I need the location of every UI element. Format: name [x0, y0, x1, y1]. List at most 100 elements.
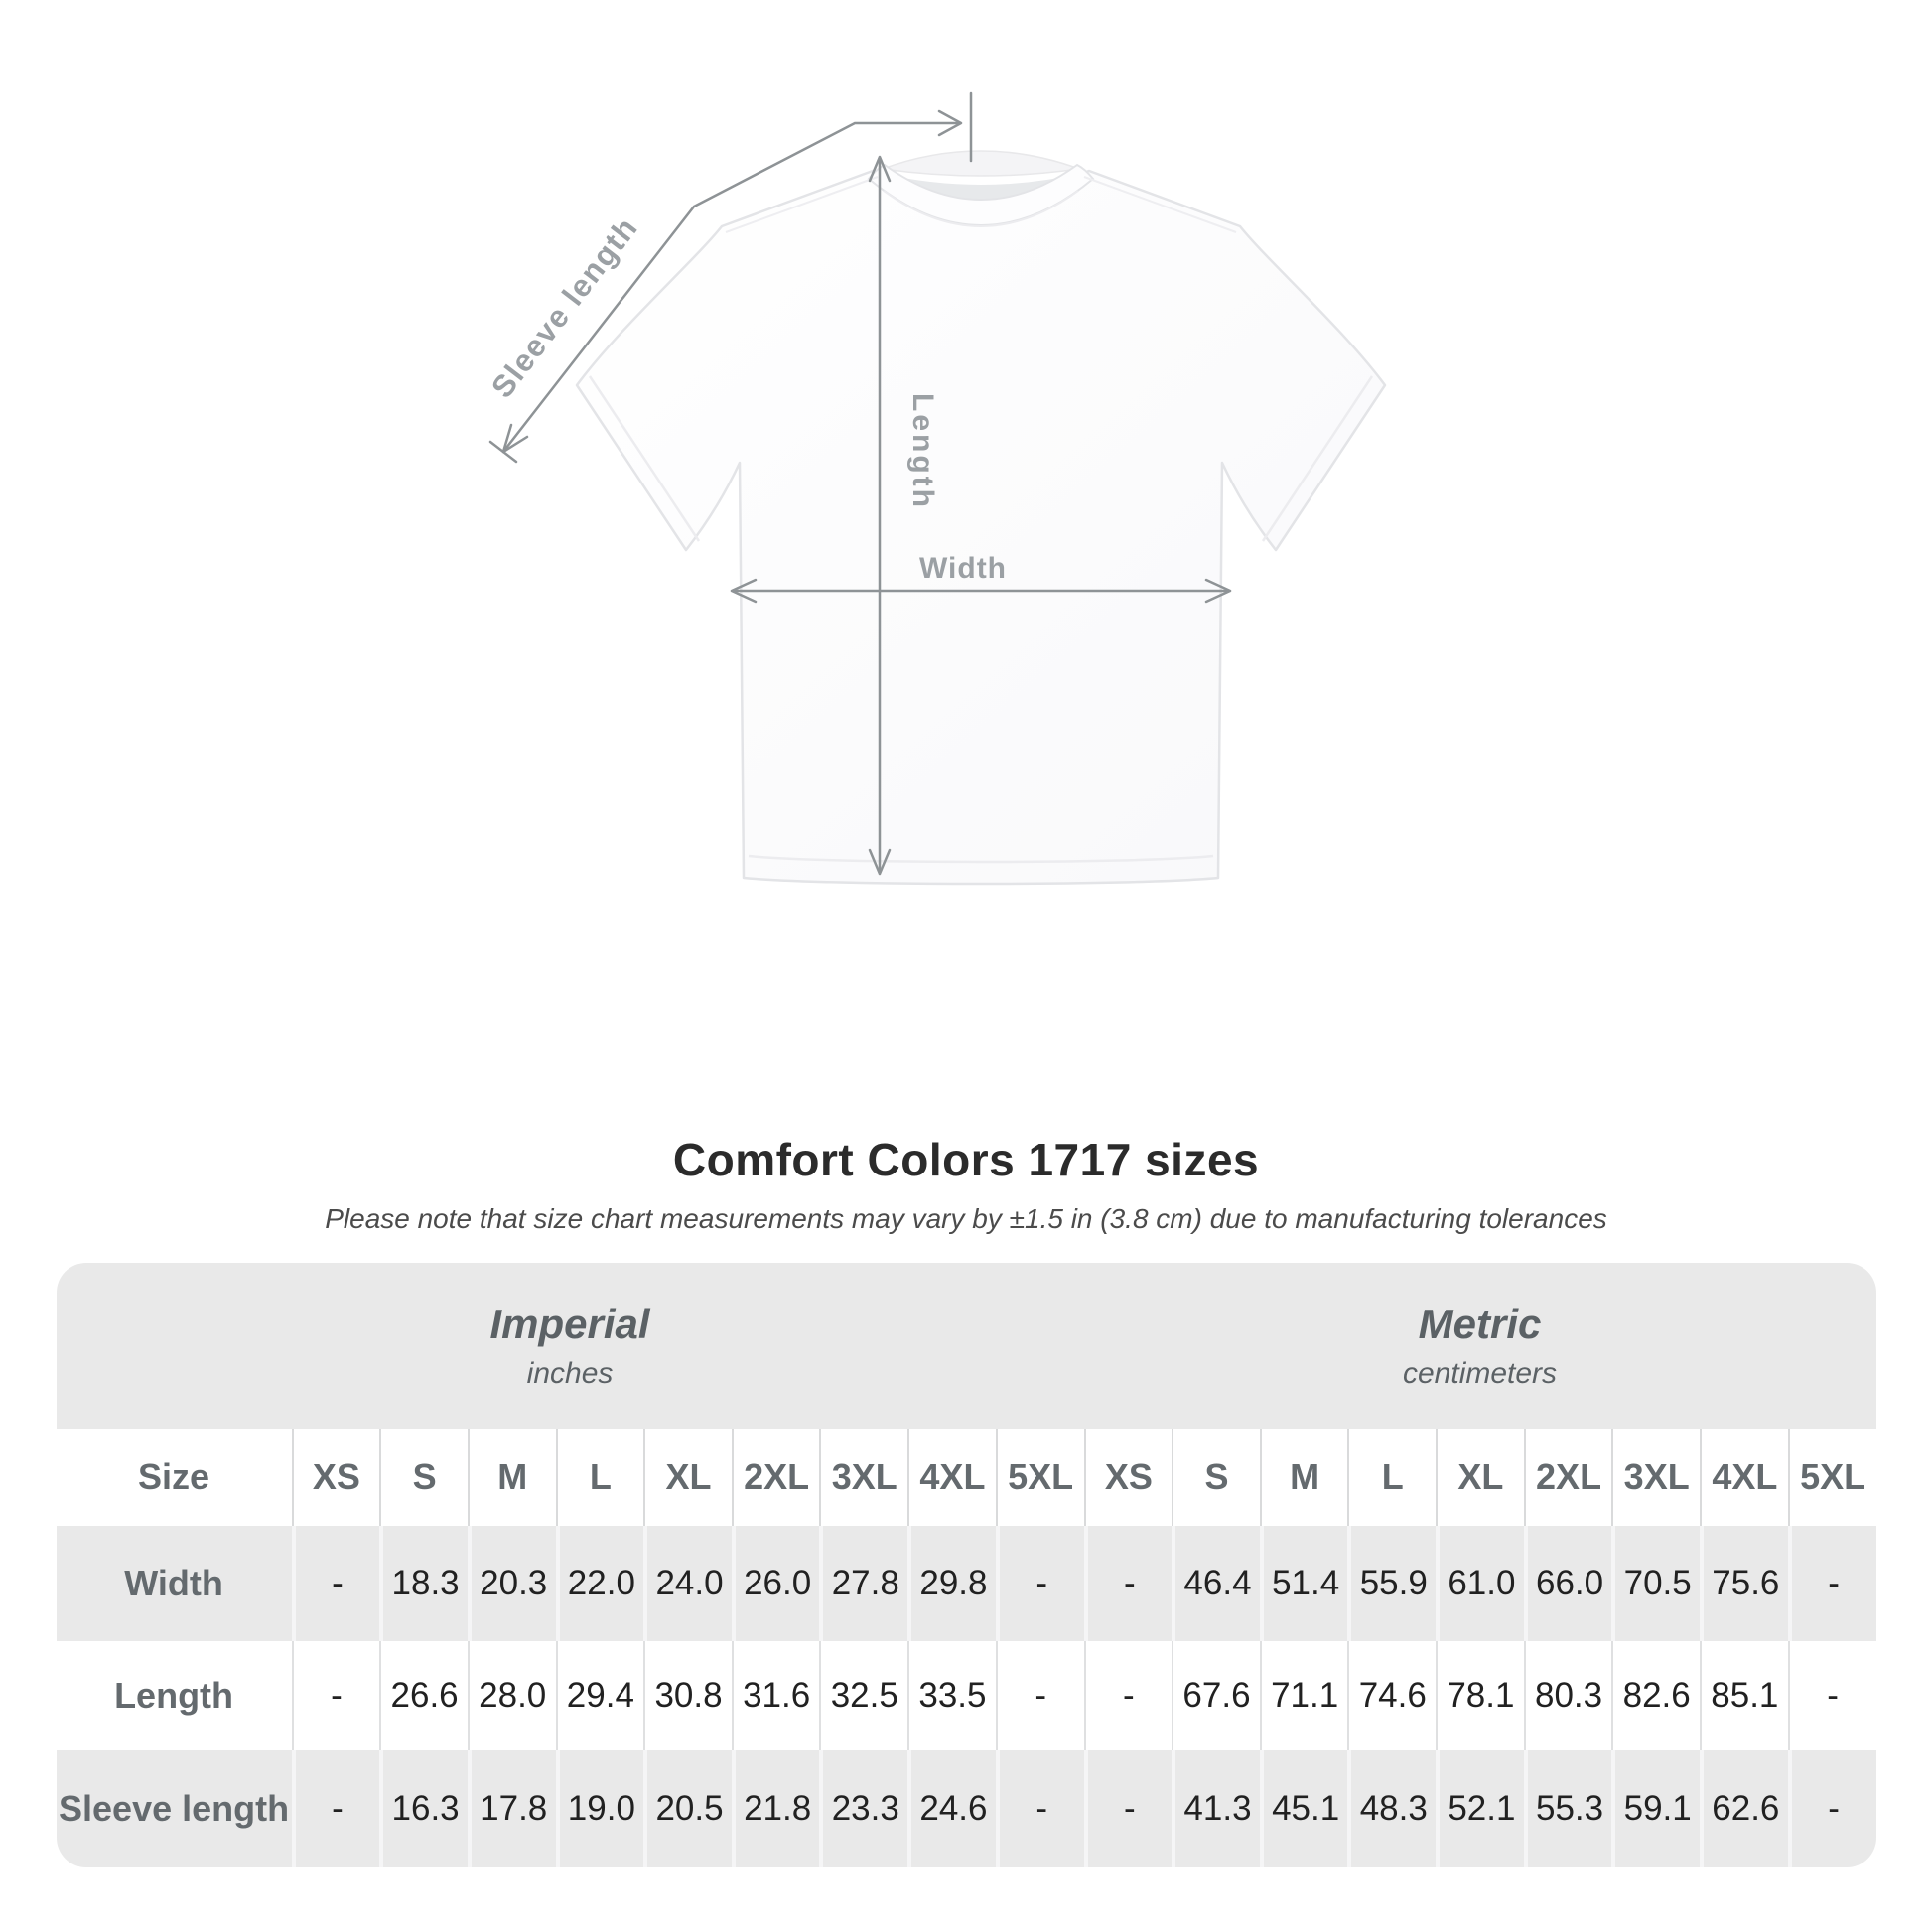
size-header-imperial-xs: XS — [291, 1429, 380, 1526]
value-width-imperial-5xl: - — [995, 1526, 1084, 1641]
value-width-imperial-xs: - — [291, 1526, 380, 1641]
size-header-imperial-s: S — [379, 1429, 468, 1526]
size-table-body: Size XS S M L XL 2XL 3XL 4XL 5XL XS S M L XL 2XL 3XL 4XL 5… — [56, 1429, 1876, 1867]
page-subtitle: Please note that size chart measurements… — [325, 1203, 1607, 1234]
imperial-group-header: Imperial inches — [56, 1263, 1084, 1429]
value-width-imperial-3xl: 27.8 — [819, 1526, 908, 1641]
size-header-imperial-m: M — [467, 1429, 556, 1526]
value-sleeve-length-metric-l: 48.3 — [1347, 1750, 1437, 1867]
unit-group-row: Imperial inches Metric centimeters — [56, 1263, 1876, 1429]
cuff-stitch-right — [1261, 375, 1374, 542]
tshirt-body — [575, 169, 1387, 886]
sleeve-arrowhead-cuff — [501, 423, 529, 454]
value-length-imperial-5xl: - — [995, 1641, 1084, 1750]
value-sleeve-length-metric-xs: - — [1083, 1750, 1173, 1867]
sleeve-arrowhead-right — [937, 109, 963, 137]
value-length-imperial-4xl: 33.5 — [907, 1641, 996, 1750]
value-length-imperial-2xl: 31.6 — [731, 1641, 820, 1750]
collar-front-band — [867, 163, 1095, 226]
value-sleeve-length-imperial-l: 19.0 — [555, 1750, 644, 1867]
value-width-metric-xl: 61.0 — [1436, 1526, 1524, 1641]
value-sleeve-length-imperial-xs: - — [291, 1750, 380, 1867]
row-label-length: Length — [56, 1641, 292, 1750]
collar-stitch — [883, 190, 1079, 227]
value-sleeve-length-imperial-xl: 20.5 — [643, 1750, 732, 1867]
metric-group-label: Metric — [1418, 1300, 1542, 1347]
value-sleeve-length-imperial-5xl: - — [995, 1750, 1084, 1867]
value-length-imperial-xl: 30.8 — [643, 1641, 732, 1750]
value-length-imperial-xs: - — [291, 1641, 380, 1750]
cuff-end-tick — [488, 440, 518, 464]
size-header-metric-5xl: 5XL — [1787, 1429, 1876, 1526]
hem-stitch — [748, 854, 1214, 864]
measurement-row-width: Width -18.3 20.3 22.0 24.0 26.0 27.8 29.8- -46.4… — [56, 1526, 1876, 1641]
value-width-imperial-4xl: 29.8 — [907, 1526, 996, 1641]
value-width-metric-s: 46.4 — [1172, 1526, 1260, 1641]
sleeve-length-line — [501, 121, 961, 454]
value-sleeve-length-metric-4xl: 62.6 — [1700, 1750, 1788, 1867]
size-header-metric-xl: XL — [1436, 1429, 1524, 1526]
imperial-group-unit: inches — [526, 1356, 614, 1390]
size-header-metric-2xl: 2XL — [1523, 1429, 1612, 1526]
length-label: Length — [906, 393, 939, 510]
value-width-imperial-l: 22.0 — [555, 1526, 644, 1641]
value-length-metric-xs: - — [1083, 1641, 1173, 1750]
width-arrowhead-right — [1204, 578, 1232, 604]
value-length-metric-xl: 78.1 — [1436, 1641, 1524, 1750]
value-length-imperial-3xl: 32.5 — [819, 1641, 908, 1750]
size-header-metric-4xl: 4XL — [1700, 1429, 1788, 1526]
value-width-imperial-2xl: 26.0 — [731, 1526, 820, 1641]
value-width-metric-5xl: - — [1787, 1526, 1876, 1641]
value-sleeve-length-imperial-2xl: 21.8 — [731, 1750, 820, 1867]
value-length-metric-m: 71.1 — [1259, 1641, 1348, 1750]
tshirt-illustration — [575, 150, 1387, 886]
value-sleeve-length-metric-xl: 52.1 — [1436, 1750, 1524, 1867]
value-width-imperial-s: 18.3 — [379, 1526, 468, 1641]
value-sleeve-length-metric-s: 41.3 — [1172, 1750, 1260, 1867]
value-width-metric-xs: - — [1083, 1526, 1173, 1641]
value-sleeve-length-metric-2xl: 55.3 — [1523, 1750, 1612, 1867]
size-header-imperial-2xl: 2XL — [731, 1429, 820, 1526]
value-width-imperial-m: 20.3 — [467, 1526, 556, 1641]
value-width-imperial-xl: 24.0 — [643, 1526, 732, 1641]
value-width-metric-4xl: 75.6 — [1700, 1526, 1788, 1641]
row-label-sleeve-length: Sleeve length — [56, 1750, 292, 1867]
value-length-imperial-l: 29.4 — [555, 1641, 644, 1750]
value-sleeve-length-metric-m: 45.1 — [1259, 1750, 1348, 1867]
value-sleeve-length-imperial-4xl: 24.6 — [907, 1750, 996, 1867]
page-title: Comfort Colors 1717 sizes — [672, 1134, 1260, 1185]
value-sleeve-length-metric-5xl: - — [1787, 1750, 1876, 1867]
value-width-metric-3xl: 70.5 — [1611, 1526, 1701, 1641]
value-length-imperial-m: 28.0 — [467, 1641, 556, 1750]
value-length-metric-3xl: 82.6 — [1611, 1641, 1701, 1750]
imperial-group-label: Imperial — [489, 1300, 650, 1347]
value-sleeve-length-metric-3xl: 59.1 — [1611, 1750, 1701, 1867]
value-width-metric-m: 51.4 — [1259, 1526, 1348, 1641]
size-header-imperial-3xl: 3XL — [819, 1429, 908, 1526]
size-header-imperial-l: L — [555, 1429, 644, 1526]
size-table-container: Imperial inches Metric centimeters Size X… — [56, 1263, 1876, 1867]
length-arrowhead-top — [868, 155, 892, 183]
metric-group-header: Metric centimeters — [1083, 1263, 1876, 1429]
value-sleeve-length-imperial-3xl: 23.3 — [819, 1750, 908, 1867]
length-arrowhead-bottom — [868, 848, 892, 876]
width-arrowhead-left — [730, 578, 758, 604]
row-label-width: Width — [56, 1526, 292, 1641]
metric-group-unit: centimeters — [1402, 1356, 1558, 1390]
width-label: Width — [919, 552, 1007, 585]
value-length-metric-l: 74.6 — [1347, 1641, 1437, 1750]
size-header-metric-xs: XS — [1083, 1429, 1173, 1526]
measurement-row-sleeve-length: Sleeve length -16.3 17.8 19.0 20.5 21.8 23.3 24… — [56, 1750, 1876, 1867]
value-length-metric-s: 67.6 — [1172, 1641, 1260, 1750]
cuff-stitch-left — [588, 375, 701, 542]
value-length-metric-2xl: 80.3 — [1523, 1641, 1612, 1750]
size-header-imperial-xl: XL — [643, 1429, 732, 1526]
tshirt-measurement-diagram: Sleeve length Length Width — [0, 0, 1932, 923]
tshirt-diagram-svg: Sleeve length Length Width — [484, 91, 1387, 886]
measurement-lines — [488, 91, 1232, 876]
shoulder-seam-left — [725, 176, 879, 233]
size-header-imperial-4xl: 4XL — [907, 1429, 996, 1526]
value-length-metric-4xl: 85.1 — [1700, 1641, 1788, 1750]
value-width-metric-2xl: 66.0 — [1523, 1526, 1612, 1641]
